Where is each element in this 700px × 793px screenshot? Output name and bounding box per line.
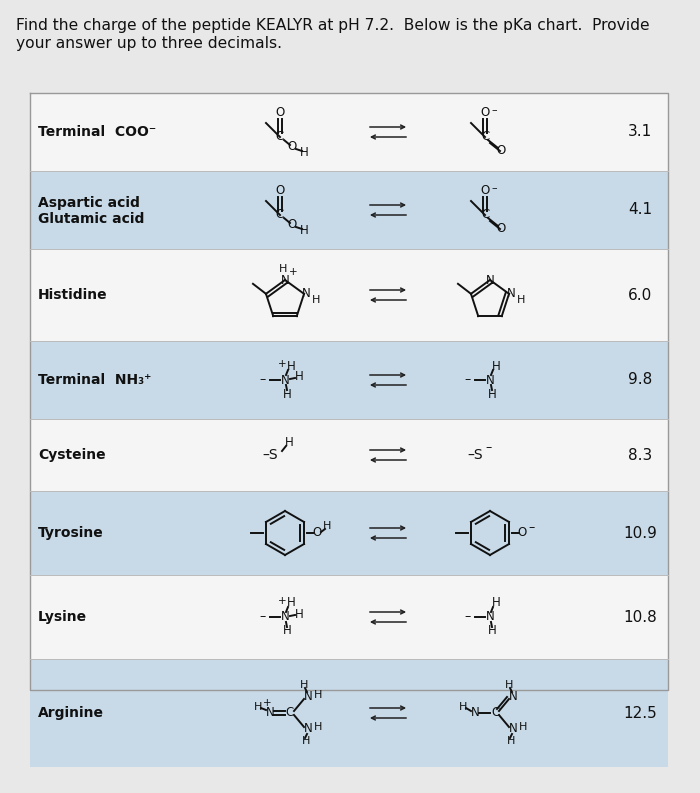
- Text: –: –: [260, 374, 266, 386]
- Text: H: H: [254, 702, 262, 712]
- Text: H: H: [285, 436, 293, 450]
- Text: H: H: [491, 596, 500, 610]
- Text: –S: –S: [262, 448, 278, 462]
- Text: C: C: [276, 209, 284, 221]
- Text: O: O: [480, 106, 489, 120]
- Text: –S: –S: [467, 448, 483, 462]
- Text: N: N: [486, 374, 494, 386]
- Text: –: –: [491, 105, 497, 115]
- Text: O: O: [275, 106, 285, 120]
- Text: O: O: [312, 527, 321, 539]
- Text: N: N: [302, 287, 310, 301]
- Text: N: N: [281, 611, 289, 623]
- Text: H: H: [312, 295, 320, 305]
- Text: H: H: [300, 224, 309, 236]
- Bar: [30, 249, 668, 341]
- Text: –: –: [486, 442, 492, 454]
- Bar: [30, 419, 668, 491]
- Text: Glutamic acid: Glutamic acid: [38, 212, 144, 226]
- Bar: [30, 171, 668, 249]
- Text: C: C: [286, 707, 294, 719]
- Text: N: N: [470, 707, 480, 719]
- Text: H: H: [458, 702, 467, 712]
- Text: H: H: [519, 722, 527, 732]
- Text: H: H: [283, 625, 291, 638]
- Text: Histidine: Histidine: [38, 288, 108, 302]
- Text: Terminal  NH₃⁺: Terminal NH₃⁺: [38, 373, 151, 387]
- Text: H: H: [286, 596, 295, 610]
- Text: Lysine: Lysine: [38, 610, 87, 624]
- Text: 6.0: 6.0: [628, 288, 652, 302]
- Text: H: H: [488, 625, 496, 638]
- Text: O: O: [275, 185, 285, 197]
- Text: H: H: [491, 359, 500, 373]
- Text: O: O: [288, 140, 297, 154]
- Text: N: N: [304, 722, 312, 735]
- Text: Tyrosine: Tyrosine: [38, 526, 104, 540]
- Text: H: H: [302, 736, 310, 746]
- Text: H: H: [517, 295, 525, 305]
- Text: 10.9: 10.9: [623, 526, 657, 541]
- Text: H: H: [295, 607, 303, 620]
- Text: O: O: [496, 144, 505, 158]
- Bar: [30, 93, 668, 171]
- Text: Arginine: Arginine: [38, 706, 104, 720]
- Text: H: H: [314, 690, 322, 700]
- Text: +: +: [288, 267, 298, 277]
- Text: H: H: [300, 680, 308, 690]
- Text: O: O: [288, 219, 297, 232]
- Text: N: N: [509, 722, 517, 735]
- Bar: [30, 341, 668, 419]
- Text: –: –: [491, 183, 497, 193]
- Text: H: H: [283, 388, 291, 400]
- Text: 4.1: 4.1: [628, 202, 652, 217]
- Text: O: O: [496, 223, 505, 236]
- Text: 3.1: 3.1: [628, 125, 652, 140]
- Text: N: N: [281, 274, 289, 286]
- Text: –: –: [465, 374, 471, 386]
- Text: +: +: [278, 596, 286, 606]
- Text: C: C: [481, 131, 489, 144]
- Text: 12.5: 12.5: [623, 706, 657, 721]
- Text: Find the charge of the peptide KEALYR at pH 7.2.  Below is the pKa chart.  Provi: Find the charge of the peptide KEALYR at…: [16, 18, 650, 33]
- Text: N: N: [304, 691, 312, 703]
- Text: H: H: [295, 370, 303, 384]
- Text: your answer up to three decimals.: your answer up to three decimals.: [16, 36, 282, 51]
- Text: N: N: [507, 287, 515, 301]
- Text: –: –: [260, 611, 266, 623]
- Bar: [30, 491, 668, 575]
- Text: +: +: [278, 359, 286, 369]
- Text: N: N: [265, 707, 274, 719]
- Text: H: H: [507, 736, 515, 746]
- Text: H: H: [323, 521, 331, 531]
- Text: H: H: [279, 264, 287, 274]
- Text: H: H: [505, 680, 513, 690]
- Text: N: N: [486, 274, 494, 286]
- Text: O: O: [517, 527, 526, 539]
- Text: Aspartic acid: Aspartic acid: [38, 196, 140, 210]
- Text: N: N: [509, 691, 517, 703]
- Text: Cysteine: Cysteine: [38, 448, 106, 462]
- Text: H: H: [286, 359, 295, 373]
- Text: Terminal  COO⁻: Terminal COO⁻: [38, 125, 156, 139]
- Text: H: H: [314, 722, 322, 732]
- Text: 8.3: 8.3: [628, 447, 652, 462]
- Bar: [30, 659, 668, 767]
- Text: –: –: [529, 522, 535, 534]
- Text: N: N: [486, 611, 494, 623]
- Text: –: –: [465, 611, 471, 623]
- Text: O: O: [480, 185, 489, 197]
- Text: C: C: [276, 131, 284, 144]
- Text: +: +: [262, 698, 272, 708]
- Text: N: N: [281, 374, 289, 386]
- Bar: [30, 575, 668, 659]
- Text: 9.8: 9.8: [628, 373, 652, 388]
- Text: C: C: [491, 707, 499, 719]
- Text: H: H: [300, 145, 309, 159]
- Text: 10.8: 10.8: [623, 610, 657, 625]
- Text: C: C: [481, 209, 489, 221]
- Text: H: H: [488, 388, 496, 400]
